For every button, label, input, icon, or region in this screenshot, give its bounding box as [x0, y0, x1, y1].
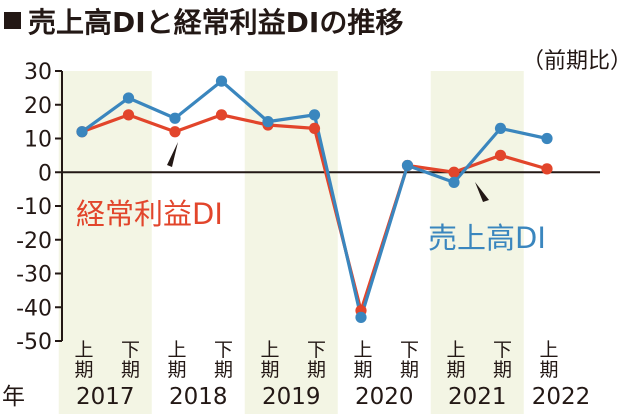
half-label-top: 下: [493, 339, 512, 361]
y-tick-label: -50: [16, 330, 52, 355]
y-tick-label: 0: [38, 161, 52, 186]
y-tick-marks: [55, 70, 62, 342]
profit-point: [448, 166, 460, 178]
half-label-bottom: 期: [121, 359, 140, 381]
half-label-bottom: 期: [493, 359, 512, 381]
profit-point: [215, 109, 228, 121]
half-label-top: 下: [307, 339, 326, 361]
half-label-top: 上: [446, 339, 465, 361]
half-label-bottom: 期: [353, 359, 372, 381]
chart-subtitle: （前期比）: [522, 49, 632, 74]
y-tick-label: -10: [16, 195, 52, 220]
sales-point: [262, 116, 274, 128]
half-label-top: 下: [400, 339, 419, 361]
half-label-bottom: 期: [167, 359, 186, 381]
year-label: 2021: [448, 384, 507, 410]
year-label: 2017: [76, 384, 135, 410]
half-label-bottom: 期: [214, 359, 233, 381]
year-label: 2020: [355, 384, 414, 410]
sales-point: [308, 109, 321, 121]
chart-title: 売上高DIと経常利益DIの推移: [28, 6, 403, 39]
sales-point: [401, 159, 414, 172]
half-label-bottom: 期: [74, 359, 93, 381]
profit-series-label: 経常利益DI: [76, 197, 223, 231]
sales-series-label: 売上高DI: [428, 221, 546, 255]
half-label-bottom: 期: [260, 359, 279, 381]
profit-point: [541, 163, 553, 175]
sales-point: [355, 311, 367, 323]
half-label-top: 上: [167, 339, 186, 361]
profit-point: [122, 109, 135, 121]
y-tick-label: 10: [24, 128, 52, 153]
sales-point: [215, 75, 228, 87]
year-axis-prefix: 年: [2, 384, 25, 410]
year-label: 2018: [169, 384, 228, 410]
year-labels: 2017 2018 2019 2020 2021 2022: [76, 384, 590, 410]
half-label-top: 上: [260, 339, 279, 361]
half-label-top: 下: [214, 339, 233, 361]
profit-callout-pointer: [167, 142, 178, 167]
series-points: [76, 75, 553, 323]
profit-point: [308, 122, 321, 134]
y-tick-labels: 30 20 10 0 -10 -20 -30 -40 -50: [16, 60, 52, 355]
sales-point: [541, 132, 553, 145]
sales-point: [76, 126, 88, 138]
y-tick-label: -30: [16, 263, 52, 288]
half-label-bottom: 期: [539, 359, 558, 381]
half-label-top: 下: [121, 339, 140, 361]
profit-point: [494, 149, 507, 161]
profit-point: [169, 126, 181, 138]
year-label: 2022: [532, 384, 591, 410]
y-tick-label: -20: [16, 229, 52, 254]
y-tick-label: 30: [24, 60, 52, 85]
half-label-top: 上: [353, 339, 372, 361]
half-label-bottom: 期: [307, 359, 326, 381]
y-tick-label: -40: [16, 296, 52, 321]
half-label-top: 上: [539, 339, 558, 361]
year-band-2021: [430, 71, 524, 414]
year-label: 2019: [262, 384, 321, 410]
half-label-top: 上: [74, 339, 93, 361]
y-tick-label: 20: [24, 94, 52, 119]
year-band-2017: [58, 71, 152, 414]
half-label-bottom: 期: [446, 359, 465, 381]
sales-callout-pointer: [475, 182, 489, 202]
sales-point: [169, 112, 181, 124]
sales-point: [448, 176, 460, 188]
title-square-icon: [4, 12, 21, 29]
sales-point: [494, 122, 507, 134]
sales-point: [122, 92, 135, 104]
half-label-bottom: 期: [400, 359, 419, 381]
